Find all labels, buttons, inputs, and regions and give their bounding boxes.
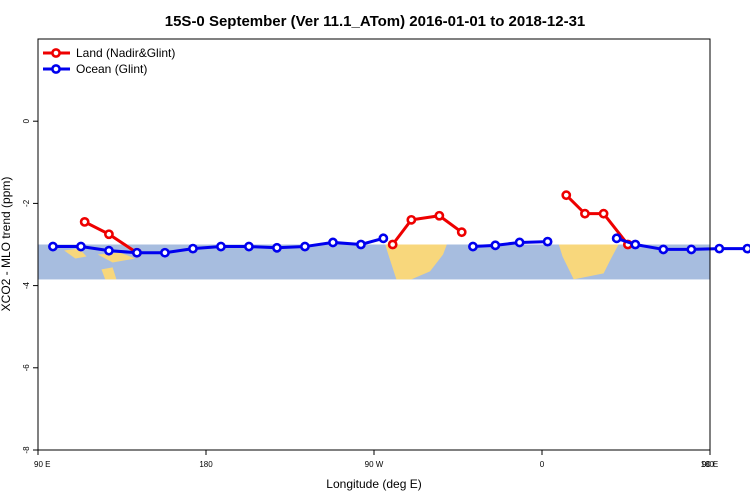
data-point	[132, 247, 142, 258]
data-point	[580, 208, 590, 219]
data-point	[244, 241, 254, 252]
legend-label-1: Ocean (Glint)	[76, 62, 147, 76]
y-tick-label: -8	[22, 446, 31, 454]
data-point	[76, 241, 86, 252]
y-tick-label: -2	[22, 199, 31, 207]
data-point	[714, 243, 725, 254]
data-point	[561, 190, 572, 201]
plot-area	[37, 38, 750, 451]
data-point	[406, 214, 417, 225]
y-axis-label: XCO2 - MLO trend (ppm)	[0, 177, 13, 312]
legend-label-0: Land (Nadir&Glint)	[76, 46, 175, 60]
data-point	[598, 208, 609, 219]
data-point	[630, 239, 641, 250]
chart-title: 15S-0 September (Ver 11.1_ATom) 2016-01-…	[165, 13, 586, 30]
y-tick-label: -4	[22, 281, 31, 289]
x-tick-label: 180	[701, 460, 715, 469]
data-point	[48, 241, 58, 252]
data-point	[490, 240, 501, 251]
data-point	[272, 242, 282, 253]
y-tick-label: -6	[22, 364, 31, 372]
data-point	[104, 245, 114, 256]
series-ocean	[48, 233, 750, 258]
series-line-0-2	[565, 194, 630, 246]
data-point	[742, 243, 750, 254]
series-line-0-1	[391, 214, 463, 246]
data-point	[104, 229, 114, 240]
data-point	[300, 241, 310, 252]
x-tick-label: 90 W	[365, 460, 384, 469]
legend-marker-0	[51, 48, 61, 58]
data-point	[542, 236, 553, 247]
y-tick-label: 0	[22, 118, 31, 123]
data-point	[434, 210, 445, 221]
data-point	[658, 244, 669, 255]
series-layer	[48, 190, 750, 258]
landmass-australia-tip-0	[101, 267, 117, 280]
data-point	[456, 227, 467, 238]
series-line-1-1	[472, 240, 548, 249]
y-axis: 0 -2 -4 -6 -8	[22, 118, 38, 454]
data-point	[378, 233, 389, 244]
landmass-africa	[558, 244, 619, 280]
data-point	[356, 239, 366, 250]
data-point	[160, 247, 170, 258]
data-point	[328, 237, 338, 248]
data-point	[514, 237, 525, 248]
landmass-south-america	[385, 244, 447, 280]
x-tick-label: 90 E	[34, 460, 50, 469]
legend-marker-1	[51, 64, 61, 74]
map-band	[38, 244, 710, 280]
data-point	[188, 243, 198, 254]
data-point	[468, 241, 478, 252]
data-point	[686, 244, 697, 255]
series-land	[79, 190, 633, 258]
x-axis-label: Longitude (deg E)	[326, 477, 421, 491]
x-tick-label: 180	[199, 460, 213, 469]
x-tick-label: 90 E	[702, 460, 718, 469]
data-point	[79, 216, 90, 227]
data-point	[216, 241, 226, 252]
data-point	[611, 233, 622, 244]
legend: Land (Nadir&Glint) Ocean (Glint)	[43, 46, 175, 76]
x-tick-label: 0	[540, 460, 545, 469]
data-point	[387, 239, 398, 250]
